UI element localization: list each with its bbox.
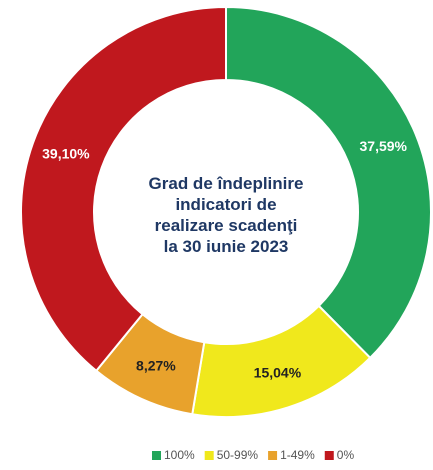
- donut-slice: [20, 5, 227, 373]
- legend-label: 100%: [164, 448, 195, 462]
- value-label: 8,27%: [136, 358, 176, 374]
- value-label: 37,59%: [360, 138, 408, 154]
- legend-swatch: [324, 451, 334, 460]
- legend-swatch: [204, 451, 214, 460]
- value-label: 15,04%: [254, 365, 302, 381]
- value-label: 39,10%: [42, 146, 90, 162]
- legend-label: 50-99%: [217, 448, 259, 462]
- chart-title: Grad de îndeplinire indicatori de realiz…: [148, 174, 304, 256]
- legend-label: 1-49%: [280, 448, 315, 462]
- donut-slice: [225, 5, 432, 360]
- legend-swatch: [268, 451, 278, 460]
- legend-label: 0%: [337, 448, 355, 462]
- legend-swatch: [152, 451, 161, 460]
